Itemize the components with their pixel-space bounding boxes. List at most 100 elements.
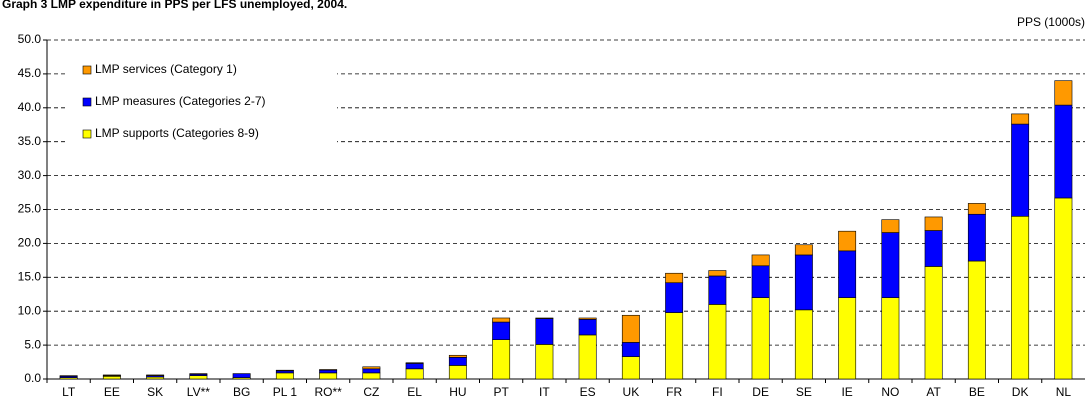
- bar-segment: [492, 339, 511, 380]
- bar-segment: [535, 317, 554, 319]
- legend-label: LMP services (Category 1): [95, 62, 237, 76]
- bar-segment: [448, 365, 467, 380]
- y-tick-label: 50.0: [18, 32, 42, 46]
- y-tick-label: 25.0: [18, 202, 42, 216]
- bar-segment: [708, 275, 727, 305]
- bar-segment: [232, 373, 251, 378]
- bar-segment: [102, 374, 121, 376]
- bar-segment: [146, 374, 165, 376]
- bar-segment: [838, 297, 857, 380]
- bar-segment: [319, 369, 338, 371]
- y-axis-label: PPS (1000s): [1017, 15, 1085, 29]
- x-tick-label: EE: [104, 385, 120, 399]
- legend-swatch: [82, 65, 92, 75]
- y-tick-label: 10.0: [18, 303, 42, 317]
- bar-segment: [794, 309, 813, 380]
- x-tick-label: SK: [147, 385, 163, 399]
- y-tick-label: 45.0: [18, 66, 42, 80]
- bar-segment: [319, 369, 338, 374]
- bar-segment: [967, 213, 986, 262]
- bar-segment: [578, 334, 597, 380]
- bar-segment: [621, 314, 640, 343]
- bar-segment: [751, 254, 770, 267]
- legend-swatch: [82, 129, 92, 139]
- bar-segment: [189, 373, 208, 375]
- bar-segment: [578, 319, 597, 336]
- bar-segment: [881, 232, 900, 298]
- x-tick-label: NO: [881, 385, 899, 399]
- x-tick-label: LV**: [187, 385, 210, 399]
- bar-segment: [189, 375, 208, 380]
- x-tick-label: UK: [623, 385, 640, 399]
- bar-segment: [708, 304, 727, 380]
- bar-segment: [924, 216, 943, 231]
- bar-segment: [362, 372, 381, 380]
- x-tick-label: HU: [449, 385, 466, 399]
- y-tick-label: 5.0: [24, 337, 41, 351]
- x-tick-label: FI: [712, 385, 723, 399]
- bar-segment: [751, 297, 770, 380]
- y-tick-label: 0.0: [24, 371, 41, 385]
- bar-segment: [448, 357, 467, 366]
- bar-segment: [1011, 113, 1030, 125]
- x-tick-label: IT: [539, 385, 550, 399]
- bar-segment: [492, 317, 511, 323]
- chart-title: Graph 3 LMP expenditure in PPS per LFS u…: [2, 0, 347, 11]
- bar-segment: [535, 344, 554, 380]
- x-tick-label: PL 1: [273, 385, 298, 399]
- bar-segment: [665, 272, 684, 284]
- bar-segment: [967, 260, 986, 380]
- bar-segment: [1011, 123, 1030, 217]
- bar-segment: [362, 368, 381, 374]
- x-tick-label: NL: [1056, 385, 1072, 399]
- legend-box: [67, 57, 337, 157]
- bar-segment: [405, 363, 424, 370]
- x-tick-label: SE: [796, 385, 812, 399]
- bar-segment: [275, 369, 294, 372]
- bar-segment: [924, 230, 943, 267]
- bar-segment: [535, 318, 554, 345]
- x-tick-label: BE: [969, 385, 985, 399]
- bar-segment: [275, 372, 294, 380]
- bar-segment: [751, 265, 770, 298]
- bar-segment: [448, 354, 467, 358]
- bar-segment: [838, 230, 857, 252]
- x-tick-label: IE: [841, 385, 852, 399]
- bar-segment: [405, 368, 424, 380]
- bar-segment: [794, 254, 813, 311]
- x-tick-label: FR: [666, 385, 682, 399]
- x-tick-label: BG: [233, 385, 250, 399]
- bar-segment: [794, 244, 813, 256]
- x-tick-label: DK: [1012, 385, 1029, 399]
- x-tick-label: CZ: [363, 385, 379, 399]
- bar-segment: [665, 312, 684, 380]
- y-tick-label: 40.0: [18, 100, 42, 114]
- bar-segment: [967, 203, 986, 215]
- bar-segment: [578, 317, 597, 320]
- bar-segment: [708, 270, 727, 277]
- bar-segment: [1011, 215, 1030, 380]
- bar-segment: [924, 266, 943, 380]
- bar-segment: [881, 219, 900, 233]
- x-tick-label: PT: [493, 385, 509, 399]
- x-tick-label: DE: [752, 385, 769, 399]
- bar-segment: [1054, 197, 1073, 380]
- bar-segment: [102, 375, 121, 380]
- bar-segment: [1054, 80, 1073, 106]
- bar-segment: [621, 342, 640, 357]
- bar-segment: [362, 366, 381, 370]
- legend-label: LMP measures (Categories 2-7): [95, 94, 266, 108]
- bar-segment: [59, 375, 78, 377]
- bar-segment: [881, 297, 900, 380]
- bar-segment: [319, 372, 338, 380]
- bar-segment: [405, 362, 424, 364]
- x-tick-label: ES: [580, 385, 596, 399]
- x-tick-label: AT: [926, 385, 941, 399]
- bar-segment: [621, 356, 640, 380]
- y-tick-label: 20.0: [18, 236, 42, 250]
- y-tick-label: 35.0: [18, 134, 42, 148]
- x-tick-label: LT: [62, 385, 76, 399]
- y-tick-label: 30.0: [18, 168, 42, 182]
- bar-segment: [492, 321, 511, 340]
